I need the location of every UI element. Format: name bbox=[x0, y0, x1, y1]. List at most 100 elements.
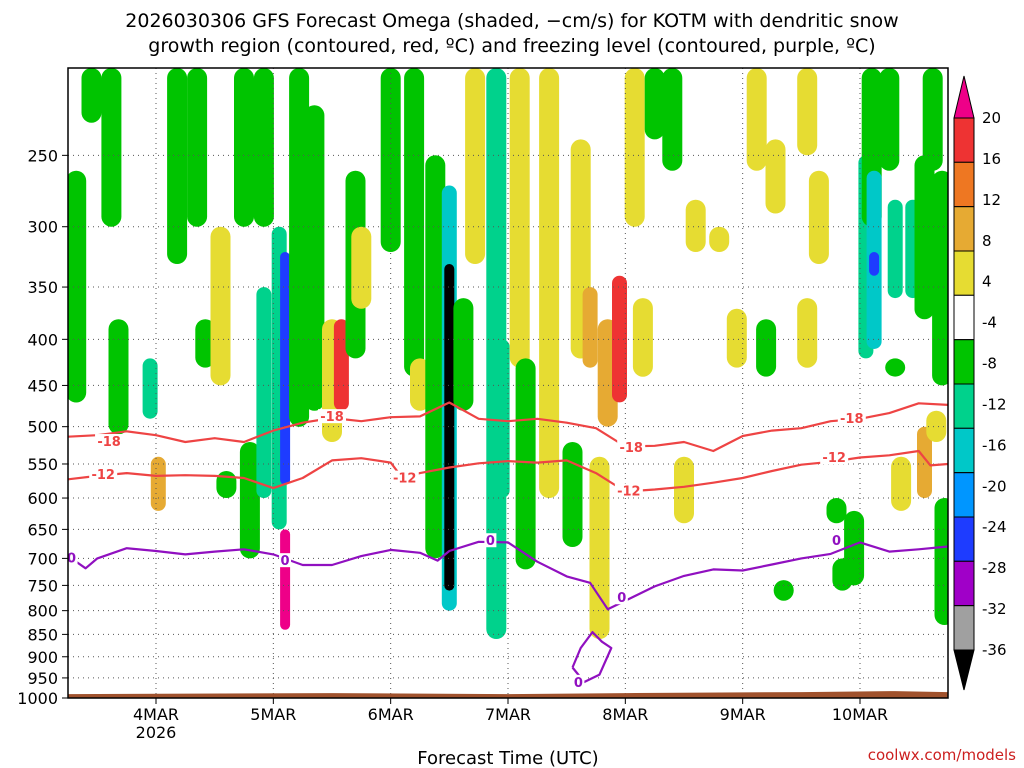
omega-cell-27 bbox=[425, 155, 446, 559]
x-axis-label: Forecast Time (UTC) bbox=[417, 748, 598, 768]
omega-cell-29 bbox=[444, 264, 455, 591]
chart-title-line-2: growth region (contoured, red, ºC) and f… bbox=[148, 35, 875, 57]
colorbar-label-9: -20 bbox=[982, 477, 1007, 495]
y-tick-label-400: 400 bbox=[27, 330, 58, 349]
omega-cell-71 bbox=[917, 426, 932, 499]
contour-label-bg-0-0 bbox=[68, 550, 78, 565]
colorbar-label-10: -24 bbox=[982, 518, 1007, 536]
omega-cell-4 bbox=[142, 358, 158, 419]
y-tick-label-250: 250 bbox=[27, 146, 58, 165]
omega-cell-18 bbox=[289, 68, 310, 427]
contour-label-bg-0-1 bbox=[279, 553, 292, 568]
colorbar-top-arrow bbox=[953, 75, 975, 119]
colorbar-legend: 20 16 12 8 4 -4 -8 -12 -16 -20 -24 -28 -32 -36 bbox=[953, 75, 1007, 691]
y-tick-label-350: 350 bbox=[27, 278, 58, 297]
contour-label--18-1: -18 bbox=[320, 410, 344, 425]
omega-cell-43 bbox=[624, 68, 645, 227]
colorbar-band-11 bbox=[953, 560, 975, 607]
y-tick-label-800: 800 bbox=[27, 602, 58, 621]
omega-cell-49 bbox=[709, 226, 730, 252]
omega-cell-35 bbox=[515, 358, 536, 570]
omega-cell-5 bbox=[150, 456, 166, 511]
colorbar-label-7: -12 bbox=[982, 396, 1007, 414]
site-credit: coolwx.com/models bbox=[868, 746, 1016, 764]
y-tick-label-650: 650 bbox=[27, 520, 58, 539]
colorbar-label-0: 20 bbox=[982, 109, 1001, 127]
colorbar-label-5: -4 bbox=[982, 314, 997, 332]
contour-0-loop bbox=[571, 631, 613, 684]
colorbar-label-1: 16 bbox=[982, 150, 1001, 168]
omega-cell-47 bbox=[674, 456, 694, 524]
omega-cell-51 bbox=[746, 68, 767, 171]
contour-label-0-3: 0 bbox=[617, 591, 626, 606]
omega-cell-56 bbox=[797, 298, 818, 368]
omega-cell-68 bbox=[891, 456, 912, 511]
x-tick-label-4MAR: 4MAR bbox=[133, 705, 179, 724]
colorbar-band-4 bbox=[953, 250, 975, 296]
x-tick-label-9MAR: 9MAR bbox=[720, 705, 766, 724]
omega-cell-57 bbox=[808, 170, 829, 264]
contour-label--18-0: -18 bbox=[97, 435, 121, 450]
chart-title-line-1: 2026030306 GFS Forecast Omega (shaded, −… bbox=[125, 10, 898, 32]
omega-cell-23 bbox=[351, 226, 372, 309]
contour-label-0-loop-0: 0 bbox=[574, 676, 583, 691]
omega-cell-67 bbox=[885, 358, 906, 377]
omega-cell-42 bbox=[612, 275, 627, 403]
contour-label-bg--18-2 bbox=[617, 440, 646, 455]
omega-cell-58 bbox=[826, 498, 847, 524]
omega-cell-33 bbox=[494, 339, 510, 498]
omega-cell-25 bbox=[404, 68, 425, 377]
y-tick-label-450: 450 bbox=[27, 376, 58, 395]
omega-cell-30 bbox=[453, 298, 474, 411]
omega-cell-39 bbox=[582, 287, 598, 368]
contour-label-bg--18-3 bbox=[837, 410, 866, 425]
omega-cell-74 bbox=[932, 170, 948, 386]
y-tick-label-850: 850 bbox=[27, 625, 58, 644]
omega-cell-46 bbox=[662, 68, 683, 171]
contour-label--12-3: -12 bbox=[822, 451, 846, 466]
contour-label-bg--12-1 bbox=[390, 470, 419, 485]
omega-cell-14 bbox=[256, 287, 272, 499]
omega-cell-24 bbox=[380, 68, 401, 252]
contour-layer: -18 -18 -18 -18 -12 -12 -12 -12 0 0 0 0 0 0 bbox=[67, 401, 948, 691]
contour-label-bg--12-0 bbox=[89, 467, 118, 482]
contour-label-bg--12-3 bbox=[820, 450, 849, 465]
colorbar-label-3: 8 bbox=[982, 232, 992, 250]
contour-label-0-1: 0 bbox=[281, 554, 290, 569]
surface-terrain bbox=[68, 691, 948, 698]
contour-label--12-0: -12 bbox=[91, 468, 115, 483]
contour-label--12-2: -12 bbox=[617, 484, 641, 499]
omega-cell-8 bbox=[195, 319, 216, 368]
omega-cell-53 bbox=[765, 139, 786, 214]
omega-cell-70 bbox=[914, 155, 935, 320]
x-tick-label-10MAR: 10MAR bbox=[832, 705, 888, 724]
omega-cell-66 bbox=[887, 199, 903, 299]
colorbar-band-6 bbox=[953, 339, 975, 385]
omega-cell-3 bbox=[108, 319, 129, 435]
surface-ground bbox=[68, 691, 948, 698]
y-tick-label-500: 500 bbox=[27, 418, 58, 437]
omega-cell-60 bbox=[844, 510, 865, 586]
omega-cell-65 bbox=[879, 68, 900, 171]
colorbar-band-1 bbox=[953, 117, 975, 163]
omega-cell-48 bbox=[685, 199, 706, 252]
colorbar-label-4: 4 bbox=[982, 273, 992, 291]
x-tick-label-7MAR: 7MAR bbox=[485, 705, 531, 724]
omega-cell-11 bbox=[234, 68, 254, 227]
plot-area: -18 -18 -18 -18 -12 -12 -12 -12 0 0 0 0 0 0 bbox=[67, 67, 949, 699]
omega-cell-21 bbox=[333, 319, 349, 411]
colorbar-label-2: 12 bbox=[982, 191, 1001, 209]
contour-label-0-0: 0 bbox=[67, 551, 76, 566]
omega-cell-9 bbox=[210, 226, 231, 386]
colorbar-label-11: -28 bbox=[982, 559, 1007, 577]
contour-label-bg--18-0 bbox=[95, 434, 124, 449]
omega-cell-73 bbox=[926, 410, 947, 442]
omega-cell-45 bbox=[644, 68, 665, 140]
contour-label-0-2: 0 bbox=[486, 534, 495, 549]
y-tick-label-300: 300 bbox=[27, 218, 58, 237]
contour-label-bg-0-4 bbox=[830, 533, 843, 548]
contour-label-bg-0-2 bbox=[484, 533, 497, 548]
omega-cell-34 bbox=[509, 68, 530, 368]
